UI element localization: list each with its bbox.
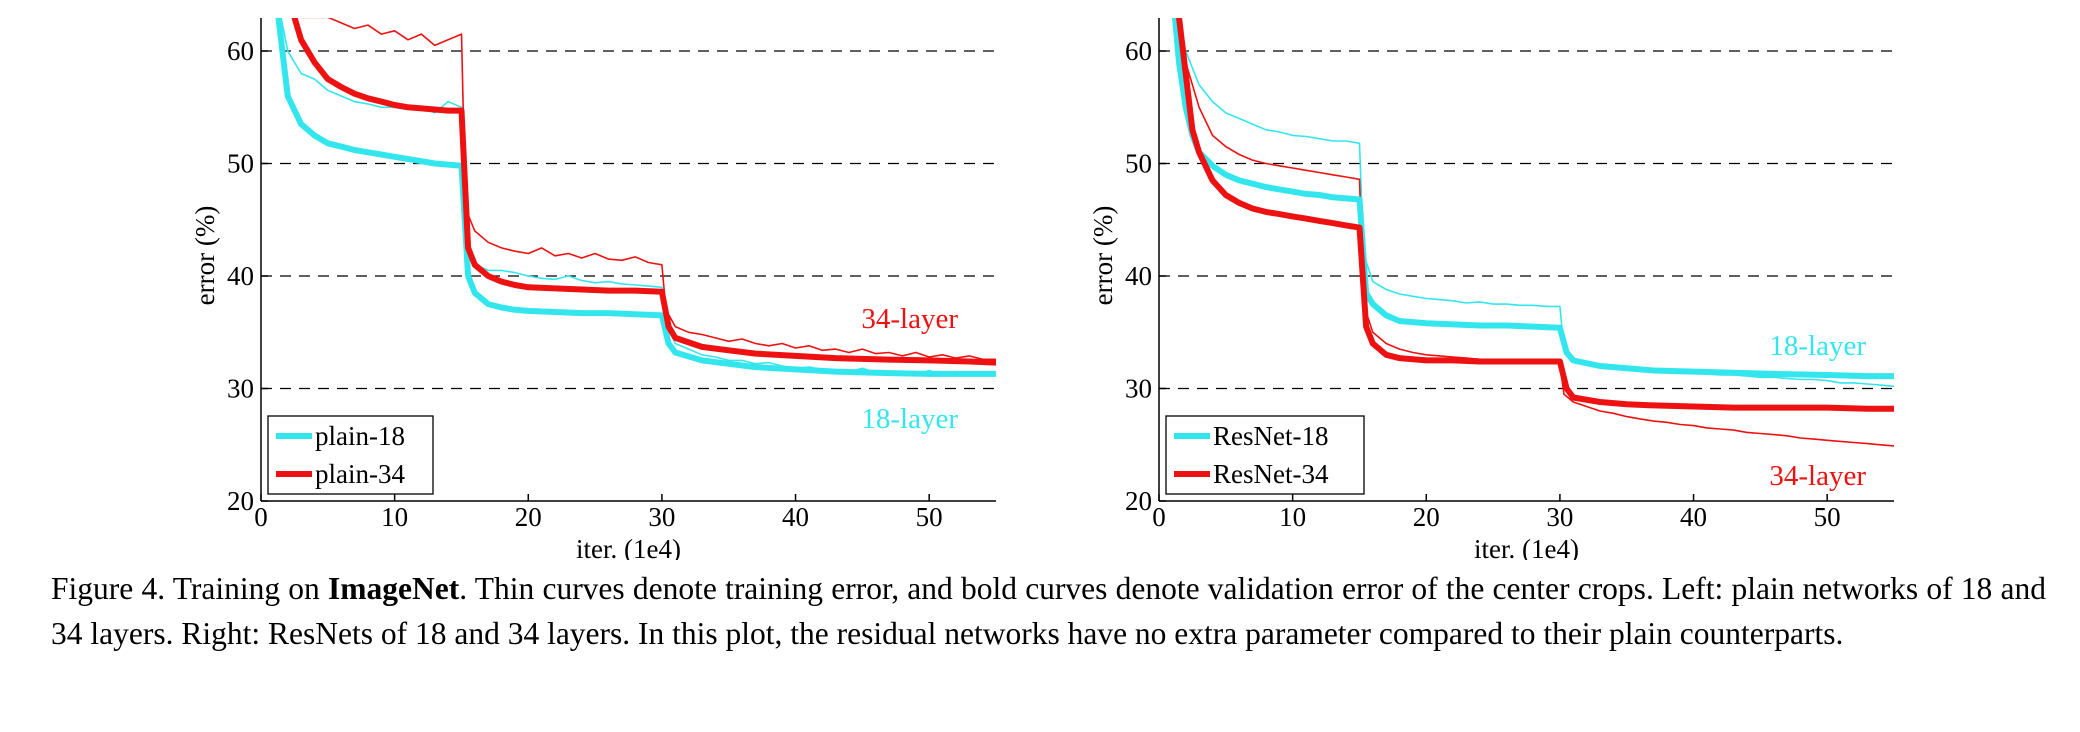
- y-tick-label: 50: [227, 149, 254, 179]
- legend-label: ResNet-34: [1213, 459, 1329, 489]
- legend-box: [1165, 415, 1365, 495]
- annotation-34-layer: 34-layer: [861, 303, 958, 335]
- series-group: [275, 18, 996, 377]
- x-tick-label: 30: [648, 502, 675, 532]
- y-tick-label: 20: [1125, 486, 1152, 516]
- series-line-resnet-34: [1176, 18, 1894, 412]
- annotation-18-layer: 18-layer: [1769, 330, 1866, 362]
- legend: ResNet-18 ResNet-34: [1165, 415, 1365, 495]
- x-tick-label: 10: [1279, 502, 1306, 532]
- y-tick-label: 20: [227, 486, 254, 516]
- legend-label: ResNet-18: [1213, 421, 1328, 451]
- caption-bold: ImageNet: [328, 571, 460, 606]
- y-axis-label: error (%): [1088, 206, 1118, 306]
- series-line-resnet-18: [1172, 18, 1894, 380]
- x-tick-label: 20: [1413, 502, 1440, 532]
- x-tick-label: 30: [1546, 502, 1573, 532]
- x-tick-label: 0: [254, 502, 268, 532]
- legend-label: plain-18: [315, 421, 405, 451]
- chart-panel-resnet: 20 30 40 50 60 0 10 20 30 40 50 iter. (1e4) error (%…: [1088, 18, 1894, 560]
- y-tick-label: 30: [1125, 374, 1152, 404]
- y-tick-label: 60: [1125, 36, 1152, 66]
- legend: plain-18 plain-34: [267, 415, 434, 495]
- series-line-plain-34-train: [300, 18, 996, 361]
- x-tick-label: 10: [381, 502, 408, 532]
- legend-box: [267, 415, 434, 495]
- x-tick-label: 40: [782, 502, 809, 532]
- y-tick-label: 60: [227, 36, 254, 66]
- caption-prefix: Figure 4. Training on: [51, 571, 329, 606]
- y-tick-label: 40: [227, 261, 254, 291]
- annotation-34-layer: 34-layer: [1769, 460, 1866, 492]
- x-tick-label: 20: [515, 502, 542, 532]
- x-tick-label: 40: [1680, 502, 1707, 532]
- x-tick-label: 0: [1152, 502, 1166, 532]
- y-tick-label: 30: [227, 374, 254, 404]
- y-tick-label: 50: [1125, 149, 1152, 179]
- chart-panel-plain: 20 30 40 50 60 0 10 20 30 40 50 iter. (1e4) error (%…: [190, 18, 996, 560]
- figure-caption: Figure 4. Training on ImageNet. Thin cur…: [51, 566, 2046, 656]
- x-axis-label: iter. (1e4): [576, 534, 681, 560]
- x-tick-label: 50: [916, 502, 943, 532]
- caption-rest: . Thin curves denote training error, and…: [51, 571, 2047, 651]
- figure-4: 20 30 40 50 60 0 10 20 30 40 50 iter. (1e4) error (%…: [190, 18, 1894, 560]
- x-axis-label: iter. (1e4): [1474, 534, 1579, 560]
- series-line-plain-18: [275, 18, 996, 377]
- legend-label: plain-34: [315, 459, 405, 489]
- y-tick-label: 40: [1125, 261, 1152, 291]
- x-tick-label: 50: [1814, 502, 1841, 532]
- series-group: [1172, 18, 1894, 447]
- y-axis-label: error (%): [190, 206, 220, 306]
- series-line-resnet-18-train: [1175, 18, 1894, 388]
- annotation-18-layer: 18-layer: [861, 403, 958, 435]
- series-line-resnet-34-train: [1178, 18, 1894, 447]
- series-line-plain-34: [291, 18, 996, 366]
